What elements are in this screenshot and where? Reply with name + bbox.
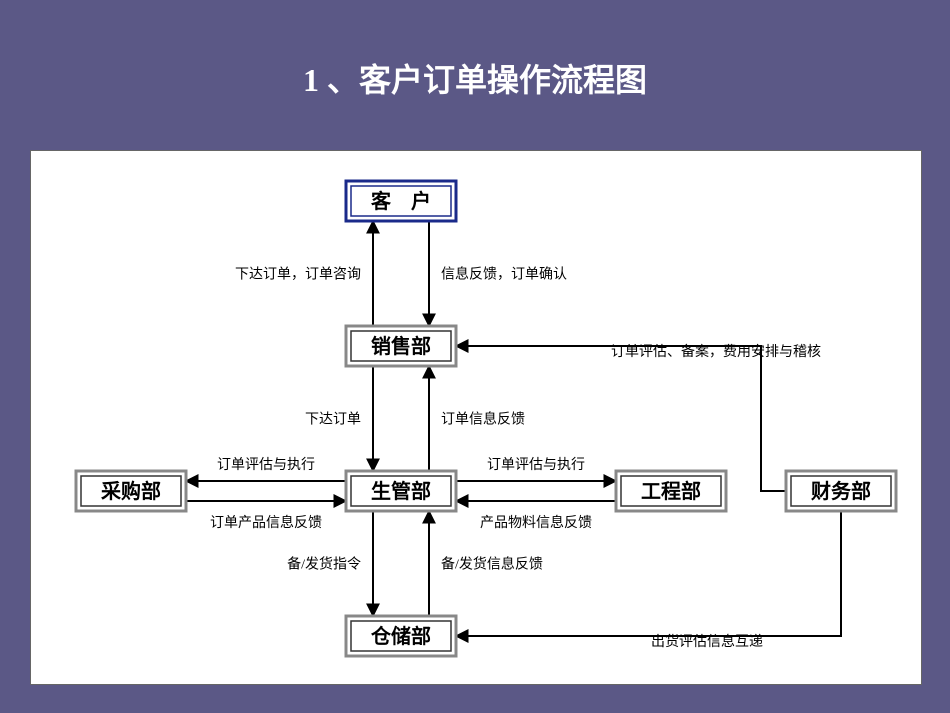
node-label: 采购部: [101, 479, 161, 503]
edge-label: 出货评估信息互递: [651, 633, 763, 650]
edge-label: 订单产品信息反馈: [210, 514, 322, 531]
node-production: 生管部: [346, 471, 456, 511]
edge-label: 订单评估、备案，费用安排与稽核: [611, 343, 821, 360]
node-label: 工程部: [641, 479, 701, 503]
node-purchasing: 采购部: [76, 471, 186, 511]
node-label: 销售部: [371, 334, 431, 358]
node-sales: 销售部: [346, 326, 456, 366]
node-label: 客 户: [370, 189, 431, 213]
edge-label: 订单评估与执行: [217, 457, 315, 473]
node-label: 财务部: [811, 479, 871, 503]
edge-label: 信息反馈，订单确认: [441, 266, 567, 283]
edge-label: 订单信息反馈: [441, 411, 525, 428]
flowchart-container: 下达订单，订单咨询 信息反馈，订单确认下达订单 订单信息反馈备/发货指令 备/发货信息…: [30, 150, 922, 685]
edge-label: 产品物料信息反馈: [480, 514, 592, 531]
edge-label: 备/发货指令: [287, 556, 361, 573]
edge-label: 下达订单，订单咨询: [235, 267, 361, 283]
node-customer: 客 户: [346, 181, 456, 221]
slide-title: 1 、客户订单操作流程图: [0, 55, 950, 101]
node-engineering: 工程部: [616, 471, 726, 511]
node-label: 仓储部: [370, 624, 431, 648]
edge-label: 备/发货信息反馈: [441, 556, 543, 573]
edge-label: 下达订单: [305, 412, 361, 428]
node-warehouse: 仓储部: [346, 616, 456, 656]
flowchart-svg: 下达订单，订单咨询 信息反馈，订单确认下达订单 订单信息反馈备/发货指令 备/发货信息…: [31, 151, 921, 684]
edge-label: 订单评估与执行: [487, 457, 585, 473]
node-finance: 财务部: [786, 471, 896, 511]
slide: 1 、客户订单操作流程图 下达订单，订单咨询 信息反馈，订单确认下达订单 订单信息反…: [0, 0, 950, 713]
node-label: 生管部: [371, 479, 431, 503]
